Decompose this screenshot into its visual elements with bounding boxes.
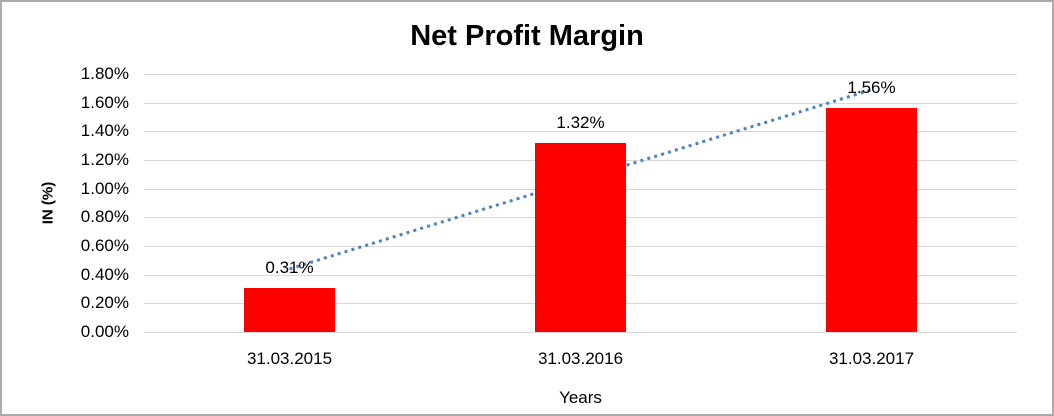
y-tick-label: 1.60% xyxy=(80,92,129,112)
y-tick-label: 1.40% xyxy=(80,121,129,141)
x-tick-label: 31.03.2016 xyxy=(537,349,624,368)
gridline xyxy=(144,102,1017,104)
y-tick-label: 1.00% xyxy=(80,178,129,198)
data-label: 0.31% xyxy=(265,257,314,277)
y-tick-label: 0.60% xyxy=(80,236,129,255)
data-label: 1.32% xyxy=(556,112,605,132)
gridline xyxy=(144,332,1017,333)
x-axis-title: Years xyxy=(559,388,602,407)
bar-31.03.2015[interactable] xyxy=(244,287,335,332)
y-tick-label: 1.80% xyxy=(80,64,129,83)
x-tick-label: 31.03.2017 xyxy=(828,349,915,368)
y-tick-label: 1.20% xyxy=(80,150,129,169)
bar-31.03.2017[interactable] xyxy=(826,108,917,332)
chart-title[interactable]: Net Profit Margin xyxy=(410,20,644,52)
y-tick-label: 0.00% xyxy=(80,322,129,341)
y-tick-label: 0.40% xyxy=(80,264,129,284)
y-tick-label: 0.20% xyxy=(80,293,129,313)
bar-31.03.2016[interactable] xyxy=(535,142,626,332)
x-tick-label: 31.03.2015 xyxy=(246,349,333,368)
y-tick-label: 0.80% xyxy=(80,207,129,227)
gridline xyxy=(144,74,1017,75)
data-label: 1.56% xyxy=(847,78,896,98)
